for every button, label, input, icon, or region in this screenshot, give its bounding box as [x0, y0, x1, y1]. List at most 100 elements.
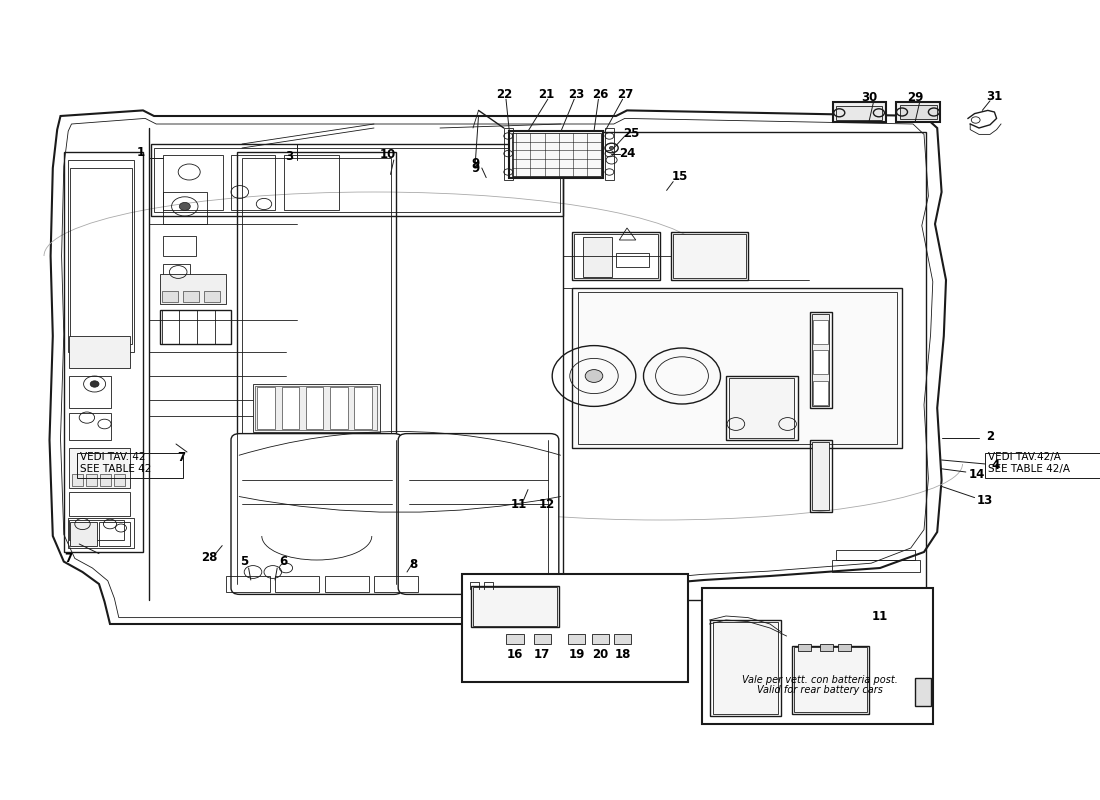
Bar: [163, 192, 207, 224]
Text: eurospares: eurospares: [119, 477, 365, 515]
Bar: [253, 384, 379, 432]
Text: 22: 22: [496, 88, 512, 101]
Text: 24: 24: [619, 147, 635, 160]
Text: 18: 18: [615, 648, 630, 661]
Text: 8: 8: [409, 558, 418, 570]
Bar: [324, 576, 369, 592]
Bar: [812, 314, 829, 406]
Bar: [69, 413, 111, 440]
Bar: [915, 678, 931, 706]
Bar: [374, 576, 418, 592]
Bar: [896, 102, 940, 122]
Bar: [813, 350, 828, 374]
Circle shape: [585, 370, 603, 382]
Bar: [614, 634, 631, 644]
Text: 28: 28: [201, 551, 217, 564]
Bar: [100, 474, 111, 486]
Bar: [72, 474, 82, 486]
Bar: [226, 576, 270, 592]
Text: 16: 16: [507, 648, 522, 661]
Bar: [673, 234, 746, 278]
Circle shape: [609, 146, 614, 150]
Bar: [262, 496, 284, 532]
Bar: [306, 387, 323, 429]
Bar: [183, 291, 199, 302]
Bar: [506, 634, 524, 644]
Bar: [69, 448, 130, 488]
Text: 14: 14: [969, 468, 984, 481]
Text: 1: 1: [136, 146, 145, 158]
Bar: [574, 234, 658, 278]
Bar: [702, 588, 933, 724]
Text: SEE TABLE 42/A: SEE TABLE 42/A: [988, 464, 1070, 474]
Text: eurospares: eurospares: [119, 301, 365, 339]
Bar: [68, 518, 134, 548]
Bar: [534, 634, 551, 644]
Text: Valid for rear battery cars: Valid for rear battery cars: [757, 685, 882, 694]
Bar: [812, 442, 829, 510]
Text: 12: 12: [539, 498, 554, 510]
Bar: [231, 155, 275, 210]
Bar: [348, 442, 370, 480]
Bar: [262, 442, 284, 480]
Text: 3: 3: [285, 150, 294, 162]
Bar: [568, 634, 585, 644]
Bar: [70, 522, 97, 546]
Text: 2: 2: [986, 430, 994, 442]
Bar: [473, 587, 557, 626]
Bar: [284, 155, 339, 210]
Bar: [729, 378, 794, 438]
Bar: [512, 133, 601, 176]
Bar: [671, 232, 748, 280]
Text: 19: 19: [569, 648, 584, 661]
Text: 11: 11: [512, 498, 527, 510]
Text: 6: 6: [279, 555, 288, 568]
Bar: [255, 386, 377, 430]
Bar: [836, 106, 882, 120]
Bar: [290, 442, 312, 480]
Text: 7: 7: [64, 552, 73, 565]
Bar: [810, 312, 832, 408]
Text: 20: 20: [593, 648, 608, 661]
Text: 23: 23: [569, 88, 584, 101]
Text: 4: 4: [991, 459, 1000, 472]
Text: VEDI TAV. 42: VEDI TAV. 42: [80, 451, 146, 462]
Text: 26: 26: [593, 88, 608, 101]
Bar: [154, 148, 560, 212]
Bar: [726, 376, 798, 440]
Circle shape: [90, 381, 99, 387]
Bar: [504, 128, 513, 180]
Bar: [68, 160, 134, 352]
Bar: [77, 453, 183, 478]
Bar: [810, 440, 832, 512]
Bar: [290, 496, 312, 532]
Text: 21: 21: [539, 88, 554, 101]
Text: SEE TABLE 42: SEE TABLE 42: [80, 464, 152, 474]
Text: eurospares: eurospares: [537, 301, 783, 339]
Bar: [258, 494, 373, 534]
Text: 5: 5: [240, 555, 249, 568]
Text: eurospares: eurospares: [537, 477, 783, 515]
Bar: [255, 438, 376, 484]
Bar: [163, 264, 190, 280]
Text: 13: 13: [977, 494, 992, 507]
Bar: [713, 622, 778, 714]
Bar: [242, 158, 390, 578]
Bar: [563, 132, 926, 600]
Bar: [798, 644, 811, 651]
Text: 29: 29: [908, 91, 923, 104]
Bar: [471, 586, 559, 627]
Bar: [605, 128, 614, 180]
Bar: [319, 496, 341, 532]
Text: 11: 11: [872, 610, 888, 622]
Bar: [710, 620, 781, 716]
Bar: [160, 274, 226, 304]
Bar: [162, 291, 178, 302]
Bar: [813, 320, 828, 344]
Bar: [163, 236, 196, 256]
Bar: [257, 387, 275, 429]
Bar: [330, 387, 348, 429]
Bar: [792, 646, 869, 714]
Text: 9: 9: [471, 162, 480, 174]
Bar: [832, 560, 920, 572]
